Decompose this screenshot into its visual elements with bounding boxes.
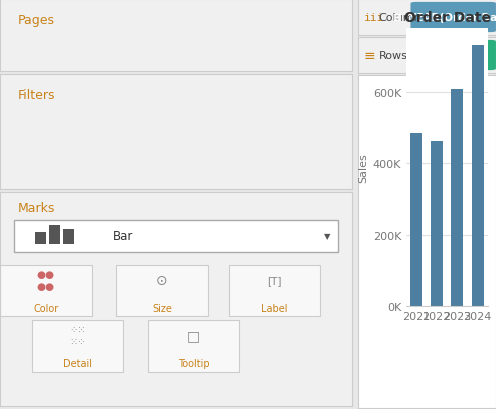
FancyBboxPatch shape — [116, 265, 208, 316]
FancyBboxPatch shape — [411, 3, 496, 33]
Text: Detail: Detail — [63, 358, 92, 368]
Y-axis label: Sales: Sales — [359, 153, 369, 182]
Title: Order Date: Order Date — [404, 11, 491, 25]
Text: Rows: Rows — [379, 51, 408, 61]
FancyBboxPatch shape — [32, 321, 123, 372]
Text: Filters: Filters — [17, 89, 55, 101]
Text: Size: Size — [152, 303, 172, 313]
Text: Label: Label — [261, 303, 288, 313]
Text: Tooltip: Tooltip — [178, 358, 209, 368]
FancyBboxPatch shape — [0, 265, 92, 316]
Text: ▼: ▼ — [324, 231, 331, 240]
Bar — [35, 232, 46, 245]
FancyBboxPatch shape — [411, 41, 496, 71]
Text: ●●
●●: ●● ●● — [37, 269, 55, 291]
Text: □: □ — [187, 328, 200, 343]
Text: SUM(Sales): SUM(Sales) — [418, 51, 489, 61]
Text: ≡: ≡ — [364, 49, 375, 63]
Bar — [472, 45, 484, 306]
Text: ⊞  YEAR(Order Date): ⊞ YEAR(Order Date) — [393, 13, 496, 23]
Bar — [451, 90, 463, 306]
Text: Pages: Pages — [17, 14, 55, 27]
Text: [T]: [T] — [267, 275, 282, 285]
Text: ⁘⁙
⁙⁘: ⁘⁙ ⁙⁘ — [69, 325, 86, 346]
Bar — [49, 226, 60, 245]
FancyBboxPatch shape — [14, 220, 338, 252]
FancyBboxPatch shape — [229, 265, 320, 316]
FancyBboxPatch shape — [148, 321, 240, 372]
Text: Marks: Marks — [17, 201, 55, 214]
Bar — [431, 142, 443, 306]
Bar — [410, 134, 423, 306]
Text: Bar: Bar — [113, 229, 133, 243]
Text: ⊙: ⊙ — [156, 273, 168, 287]
Bar — [63, 230, 74, 245]
Text: iii: iii — [364, 13, 384, 23]
Text: Color: Color — [33, 303, 59, 313]
Text: Columns: Columns — [379, 13, 427, 23]
